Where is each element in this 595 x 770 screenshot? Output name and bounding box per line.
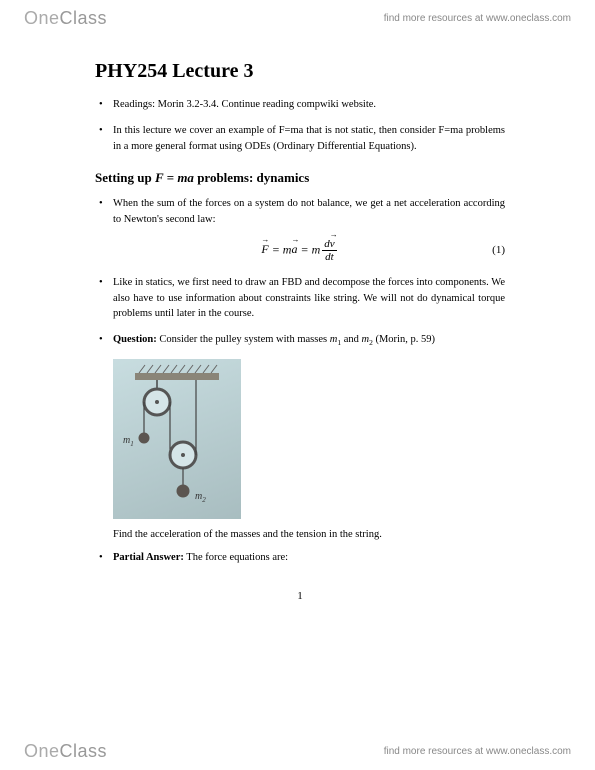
- brand-part2: Class: [60, 8, 108, 28]
- partial-answer-list: Partial Answer: The force equations are:: [95, 550, 505, 566]
- bullet-item: Like in statics, we first need to draw a…: [113, 275, 505, 322]
- mass-m1: [139, 432, 150, 443]
- document-body: PHY254 Lecture 3 Readings: Morin 3.2-3.4…: [95, 60, 505, 602]
- heading-math: F = ma: [155, 170, 194, 185]
- heading-suffix: problems: dynamics: [194, 170, 309, 185]
- question-label: Question:: [113, 334, 157, 345]
- bullet-item: Readings: Morin 3.2-3.4. Continue readin…: [113, 97, 505, 113]
- brand-logo: OneClass: [24, 8, 107, 29]
- label-m1: m1: [123, 435, 134, 448]
- bullet-item: Partial Answer: The force equations are:: [113, 550, 505, 566]
- frac-den: dt: [323, 251, 336, 263]
- section-heading: Setting up F = ma problems: dynamics: [95, 170, 505, 186]
- brand-part1-f: One: [24, 741, 60, 761]
- partial-answer-label: Partial Answer:: [113, 552, 184, 563]
- equation-number: (1): [492, 244, 505, 256]
- eq-body: F = ma = mdvdt: [261, 238, 338, 263]
- brand-logo-footer: OneClass: [24, 741, 107, 762]
- top-bullet-list: Readings: Morin 3.2-3.4. Continue readin…: [95, 97, 505, 154]
- top-pulley-axle: [155, 400, 159, 404]
- page-number: 1: [95, 590, 505, 602]
- eq-m2: m: [312, 242, 321, 256]
- q-text: Consider the pulley system with masses: [157, 334, 330, 345]
- beam: [135, 373, 219, 380]
- bullet-item: When the sum of the forces on a system d…: [113, 196, 505, 228]
- bottom-pulley-axle: [181, 453, 185, 457]
- vec-a: a: [291, 242, 297, 257]
- brand-part1: One: [24, 8, 60, 28]
- label-m2: m2: [195, 491, 206, 504]
- pulley-svg: m1 m2: [113, 359, 241, 519]
- page-title: PHY254 Lecture 3: [95, 60, 505, 83]
- bullet-item: Question: Consider the pulley system wit…: [113, 332, 505, 348]
- q-and: and: [341, 334, 361, 345]
- q-tail: (Morin, p. 59): [373, 334, 435, 345]
- page-header: OneClass find more resources at www.onec…: [0, 0, 595, 37]
- heading-prefix: Setting up: [95, 170, 155, 185]
- m2: m: [361, 334, 369, 345]
- eq-m1: m: [283, 242, 292, 256]
- partial-answer-text: The force equations are:: [184, 552, 288, 563]
- equation-1: F = ma = mdvdt (1): [95, 238, 505, 263]
- find-line: Find the acceleration of the masses and …: [113, 527, 505, 543]
- pulley-figure: m1 m2: [113, 359, 241, 519]
- bullet-item: In this lecture we cover an example of F…: [113, 123, 505, 155]
- mass-m2: [177, 484, 190, 497]
- eq-frac: dvdt: [322, 238, 336, 263]
- hatching: [139, 365, 217, 373]
- section-bullet-list: When the sum of the forces on a system d…: [95, 196, 505, 228]
- resources-link-bottom: find more resources at www.oneclass.com: [384, 746, 571, 757]
- after-eq-bullet-list: Like in statics, we first need to draw a…: [95, 275, 505, 349]
- page-footer: OneClass find more resources at www.onec…: [0, 733, 595, 770]
- vec-F: F: [261, 242, 268, 257]
- brand-part2-f: Class: [60, 741, 108, 761]
- resources-link-top: find more resources at www.oneclass.com: [384, 13, 571, 24]
- frac-num: dv: [322, 238, 336, 251]
